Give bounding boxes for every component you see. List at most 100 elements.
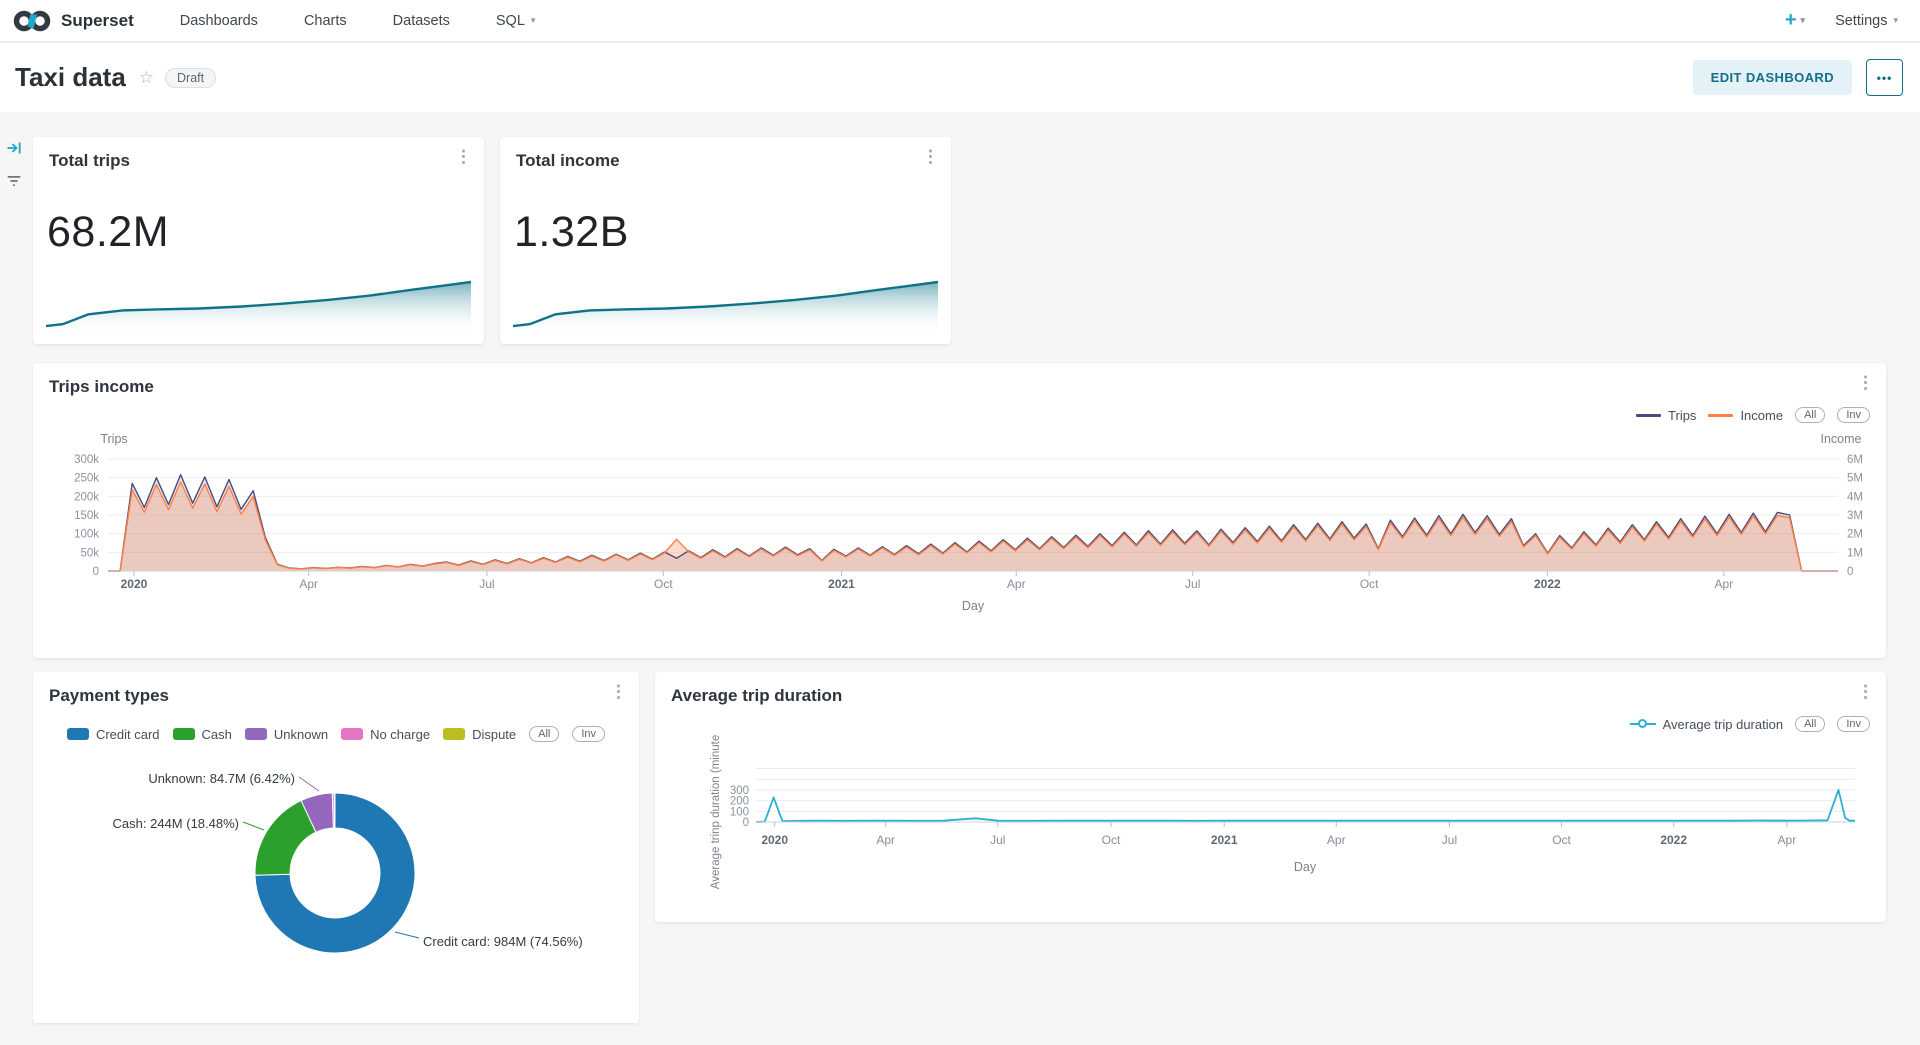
avg-duration-line-swatch (1629, 719, 1656, 729)
svg-text:2020: 2020 (761, 833, 788, 847)
svg-text:200: 200 (730, 796, 749, 808)
chart-title: Trips income (49, 377, 154, 396)
legend-all-button[interactable]: All (529, 726, 560, 742)
svg-text:100k: 100k (74, 529, 99, 541)
nav-item-charts[interactable]: Charts (303, 12, 347, 29)
svg-text:2022: 2022 (1660, 833, 1687, 847)
total-trips-sparkline[interactable] (46, 276, 471, 334)
svg-text:Credit card: 984M (74.56%): Credit card: 984M (74.56%) (423, 934, 583, 949)
total-trips-value: 68.2M (47, 208, 170, 256)
svg-text:Day: Day (962, 599, 985, 613)
legend-inv-button[interactable]: Inv (572, 726, 606, 742)
legend-label: Dispute (472, 726, 517, 742)
svg-text:Oct: Oct (654, 577, 673, 591)
card-trips-income: 0 50k 100k 150k 200k 250k 300k 0 1M 2M 3M 4M 5M 6M Tri… (33, 363, 1886, 658)
svg-text:150k: 150k (74, 510, 99, 522)
filter-bar-collapsed (6, 140, 22, 189)
kebab-menu-icon[interactable]: ⋮ (922, 147, 939, 166)
card-payment-types: Unknown: 84.7M (6.42%) Cash: 244M (18.48%… (33, 672, 639, 1023)
chart-title: Payment types (49, 686, 169, 705)
nav-right: + ▾ Settings ▾ (1785, 9, 1898, 32)
avg-duration-legend: Average trip duration All Inv (1629, 716, 1870, 732)
draft-status-badge: Draft (165, 67, 217, 88)
svg-text:Apr: Apr (876, 833, 895, 847)
kebab-menu-icon[interactable]: ⋮ (455, 147, 472, 166)
unknown-swatch (244, 728, 267, 740)
legend-item-income[interactable]: Income (1708, 408, 1783, 423)
expand-filter-bar-icon[interactable] (6, 140, 22, 156)
legend-label: Income (1740, 407, 1784, 423)
svg-text:2021: 2021 (1211, 833, 1238, 847)
trips-income-legend: Trips Income All Inv (1636, 407, 1870, 423)
svg-text:Jul: Jul (479, 577, 494, 591)
add-new-button[interactable]: + ▾ (1784, 9, 1806, 31)
kebab-menu-icon[interactable]: ⋮ (1857, 682, 1874, 701)
svg-text:Oct: Oct (1360, 577, 1379, 591)
chart-title: Total income (516, 151, 620, 170)
svg-text:Jul: Jul (990, 833, 1005, 847)
brand-name: Superset (61, 10, 134, 30)
legend-item-cash[interactable]: Cash (172, 727, 232, 742)
legend-item-dispute[interactable]: Dispute (443, 727, 516, 742)
legend-label: Average trip duration (1662, 716, 1784, 732)
svg-text:Average trinp duration (minute: Average trinp duration (minute (710, 735, 722, 890)
legend-label: Credit card (95, 726, 160, 742)
svg-text:Trips: Trips (100, 432, 127, 446)
svg-text:0: 0 (1847, 566, 1853, 578)
payment-types-legend: Credit card Cash Unknown No charge Dispu… (33, 726, 639, 742)
payment-types-donut-chart[interactable]: Unknown: 84.7M (6.42%) Cash: 244M (18.48%… (33, 672, 639, 1023)
svg-text:Oct: Oct (1102, 833, 1121, 847)
legend-item-no-charge[interactable]: No charge (341, 727, 430, 742)
svg-text:6M: 6M (1847, 454, 1863, 466)
legend-all-button[interactable]: All (1795, 407, 1826, 423)
trips-line-swatch (1636, 413, 1662, 417)
card-avg-trip-duration: 0 100 200 300 2020 Apr Jul Oct 2021 Apr Jul Oct 2022… (655, 672, 1886, 922)
edit-dashboard-button[interactable]: EDIT DASHBOARD (1692, 60, 1852, 95)
superset-logo[interactable]: Superset (12, 9, 134, 33)
legend-item-avg-duration[interactable]: Average trip duration (1629, 716, 1784, 732)
svg-text:Jul: Jul (1185, 577, 1200, 591)
chart-title: Total trips (49, 151, 130, 170)
svg-text:2022: 2022 (1534, 577, 1561, 591)
svg-text:Income: Income (1821, 432, 1862, 446)
total-income-value: 1.32B (514, 208, 629, 256)
legend-item-trips[interactable]: Trips (1636, 408, 1696, 423)
top-nav: Superset Dashboards Charts Datasets SQL ▾… (0, 0, 1920, 42)
favorite-star-icon[interactable]: ☆ (138, 67, 155, 87)
svg-text:50k: 50k (80, 547, 99, 559)
kebab-menu-icon[interactable]: ⋮ (1857, 373, 1874, 392)
main-menu: Dashboards Charts Datasets SQL ▾ (180, 13, 536, 29)
caret-down-icon: ▾ (1893, 15, 1898, 25)
svg-text:4M: 4M (1847, 491, 1863, 503)
legend-item-credit-card[interactable]: Credit card (66, 726, 160, 742)
svg-text:Cash: 244M (18.48%): Cash: 244M (18.48%) (113, 816, 239, 831)
svg-text:100: 100 (730, 806, 749, 818)
dashboard-header: Taxi data ☆ Draft EDIT DASHBOARD ••• (0, 43, 1920, 112)
more-options-button[interactable]: ••• (1866, 59, 1903, 96)
svg-text:200k: 200k (74, 491, 99, 503)
svg-text:250k: 250k (74, 473, 99, 485)
settings-menu[interactable]: Settings ▾ (1835, 12, 1898, 29)
legend-inv-button[interactable]: Inv (1837, 716, 1870, 732)
kebab-menu-icon[interactable]: ⋮ (610, 682, 627, 701)
total-income-sparkline[interactable] (513, 276, 938, 334)
nav-item-dashboards[interactable]: Dashboards (179, 12, 258, 29)
chart-title: Average trip duration (671, 686, 843, 705)
trips-income-chart[interactable]: 0 50k 100k 150k 200k 250k 300k 0 1M 2M 3M 4M 5M 6M Tri… (33, 363, 1886, 658)
svg-text:Oct: Oct (1552, 833, 1571, 847)
legend-all-button[interactable]: All (1795, 716, 1826, 732)
svg-text:Jul: Jul (1442, 833, 1457, 847)
no-charge-swatch (341, 728, 364, 740)
nav-item-datasets[interactable]: Datasets (392, 12, 450, 29)
card-total-income: Total income ⋮ 1.32B (500, 137, 951, 344)
legend-label: Trips (1668, 407, 1697, 423)
caret-down-icon: ▾ (1800, 15, 1806, 25)
legend-label: No charge (370, 726, 431, 742)
legend-inv-button[interactable]: Inv (1837, 407, 1870, 423)
nav-item-sql[interactable]: SQL ▾ (495, 12, 536, 29)
filter-icon[interactable] (6, 173, 22, 189)
superset-infinity-icon (13, 10, 51, 31)
legend-item-unknown[interactable]: Unknown (244, 727, 328, 742)
svg-text:5M: 5M (1847, 473, 1863, 485)
